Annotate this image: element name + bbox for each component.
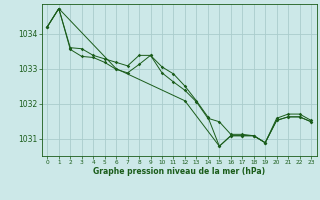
- X-axis label: Graphe pression niveau de la mer (hPa): Graphe pression niveau de la mer (hPa): [93, 167, 265, 176]
